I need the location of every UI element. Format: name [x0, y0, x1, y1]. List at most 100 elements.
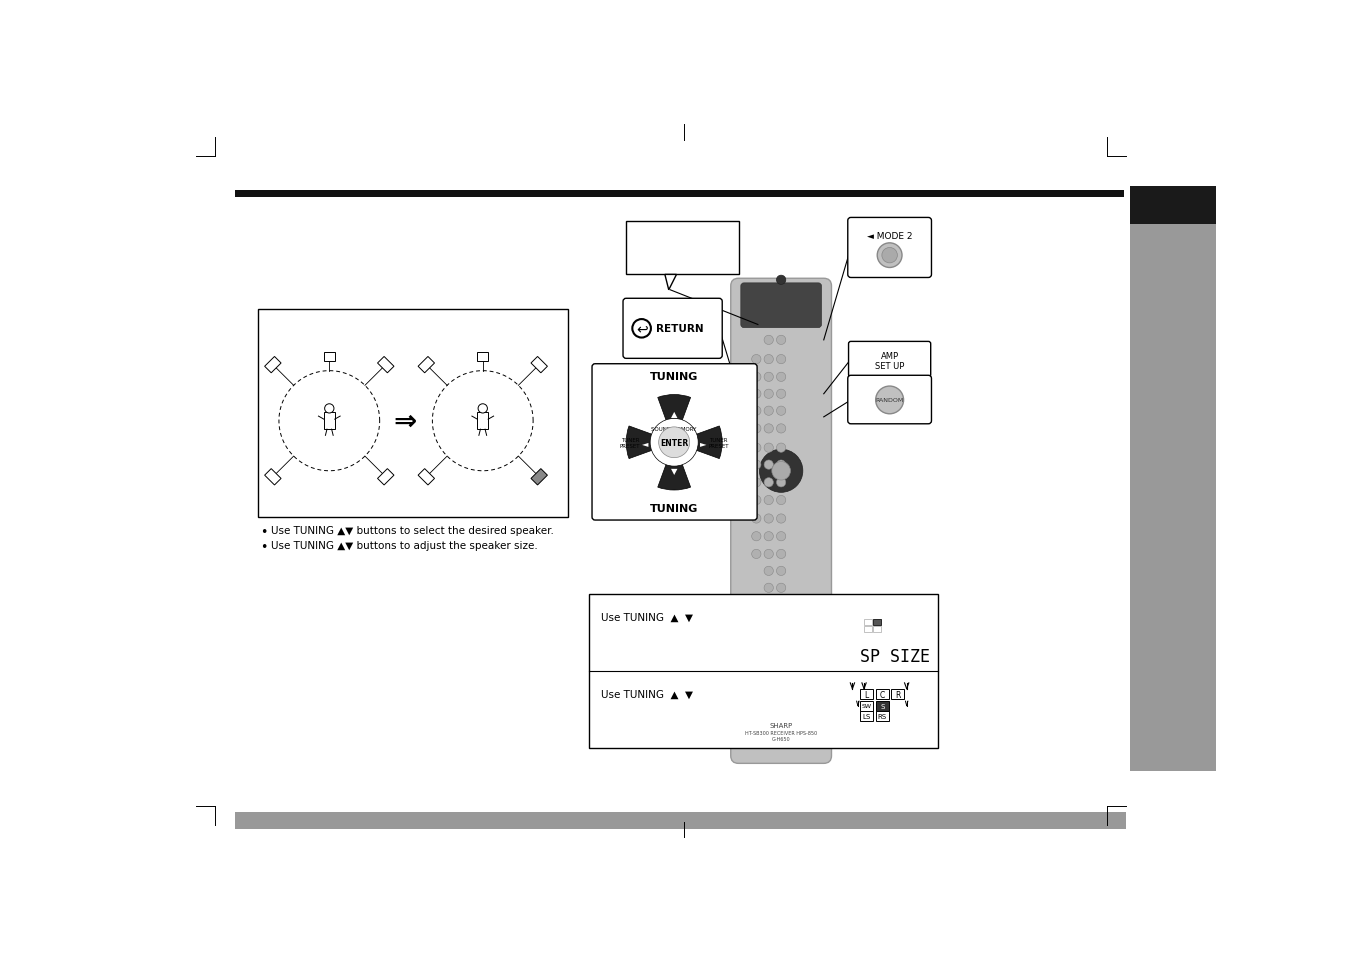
Circle shape	[765, 407, 773, 416]
Bar	[861, 711, 873, 721]
Circle shape	[777, 390, 786, 399]
Text: C: C	[880, 690, 885, 700]
Circle shape	[877, 244, 902, 268]
Text: RANDOM: RANDOM	[875, 398, 904, 403]
Text: ◄ MODE 2: ◄ MODE 2	[867, 233, 912, 241]
Bar	[875, 690, 889, 700]
Text: TUNING: TUNING	[650, 503, 698, 513]
FancyBboxPatch shape	[848, 342, 931, 377]
Circle shape	[751, 443, 761, 453]
FancyBboxPatch shape	[731, 279, 831, 763]
FancyBboxPatch shape	[623, 299, 723, 359]
Text: LS: LS	[863, 713, 871, 720]
Text: SW: SW	[862, 703, 871, 709]
Text: ENTER: ENTER	[661, 438, 688, 447]
Text: SP SIZE: SP SIZE	[861, 647, 931, 665]
Text: RS: RS	[878, 713, 886, 720]
Text: ►: ►	[700, 438, 707, 447]
Circle shape	[751, 390, 761, 399]
Circle shape	[759, 450, 802, 493]
Circle shape	[777, 567, 786, 576]
Circle shape	[659, 428, 689, 458]
Circle shape	[777, 355, 786, 364]
Bar	[596, 448, 604, 457]
Circle shape	[751, 407, 761, 416]
Bar	[892, 690, 904, 700]
Circle shape	[875, 387, 904, 415]
Text: •: •	[259, 525, 267, 538]
Text: SHARP: SHARP	[770, 722, 793, 728]
Text: S: S	[880, 703, 885, 709]
Bar	[258, 310, 567, 517]
Text: HT-SB300 RECEIVER HPS-850: HT-SB300 RECEIVER HPS-850	[744, 730, 817, 736]
Circle shape	[765, 355, 773, 364]
Text: AMP: AMP	[881, 352, 898, 360]
Bar	[324, 353, 335, 362]
Bar	[875, 701, 889, 711]
Text: Use TUNING ▲▼ buttons to select the desired speaker.: Use TUNING ▲▼ buttons to select the desi…	[272, 525, 554, 535]
Circle shape	[765, 443, 773, 453]
Bar	[324, 413, 335, 430]
Circle shape	[751, 424, 761, 434]
Circle shape	[324, 404, 334, 414]
Bar	[873, 618, 881, 625]
Text: ▼: ▼	[671, 467, 677, 476]
Bar	[875, 711, 889, 721]
Text: SOUND MEMORY: SOUND MEMORY	[651, 426, 697, 432]
Wedge shape	[658, 443, 690, 491]
Bar	[873, 627, 881, 633]
Circle shape	[765, 478, 773, 487]
Text: ◄: ◄	[642, 438, 648, 447]
Bar	[861, 701, 873, 711]
Wedge shape	[658, 395, 690, 443]
FancyBboxPatch shape	[848, 218, 931, 278]
FancyBboxPatch shape	[848, 375, 931, 424]
Circle shape	[777, 532, 786, 541]
Circle shape	[751, 550, 761, 559]
Text: G-H650: G-H650	[771, 737, 790, 741]
Circle shape	[751, 373, 761, 382]
Circle shape	[882, 248, 897, 264]
Circle shape	[777, 275, 786, 285]
Circle shape	[765, 373, 773, 382]
Bar	[865, 618, 871, 625]
Circle shape	[777, 550, 786, 559]
Polygon shape	[531, 357, 547, 374]
Text: RETURN: RETURN	[655, 324, 704, 334]
Text: Use TUNING ▲▼ buttons to adjust the speaker size.: Use TUNING ▲▼ buttons to adjust the spea…	[272, 540, 538, 551]
Text: ▲: ▲	[671, 410, 677, 418]
Polygon shape	[531, 469, 547, 485]
Text: L: L	[865, 690, 869, 700]
FancyBboxPatch shape	[740, 284, 821, 328]
Circle shape	[765, 424, 773, 434]
Circle shape	[777, 373, 786, 382]
Circle shape	[765, 550, 773, 559]
Wedge shape	[674, 427, 723, 459]
Text: TUNER
PRESET: TUNER PRESET	[620, 437, 640, 448]
Circle shape	[751, 515, 761, 523]
Circle shape	[777, 424, 786, 434]
Polygon shape	[665, 275, 677, 291]
Circle shape	[751, 460, 761, 470]
Bar	[235, 812, 1125, 829]
Circle shape	[650, 419, 698, 467]
Circle shape	[765, 532, 773, 541]
Bar	[589, 595, 938, 748]
Circle shape	[751, 532, 761, 541]
Text: •: •	[259, 540, 267, 554]
Bar	[626, 221, 739, 275]
Circle shape	[765, 583, 773, 593]
Polygon shape	[417, 469, 435, 485]
Text: Use TUNING  ▲  ▼: Use TUNING ▲ ▼	[601, 613, 693, 622]
Wedge shape	[626, 427, 674, 459]
Bar	[477, 353, 488, 362]
Circle shape	[765, 515, 773, 523]
Circle shape	[777, 460, 786, 470]
Text: ↩: ↩	[636, 322, 647, 336]
Bar	[477, 413, 488, 430]
Circle shape	[751, 496, 761, 505]
Circle shape	[765, 567, 773, 576]
Circle shape	[765, 460, 773, 470]
Circle shape	[777, 478, 786, 487]
Text: SET UP: SET UP	[875, 361, 904, 371]
